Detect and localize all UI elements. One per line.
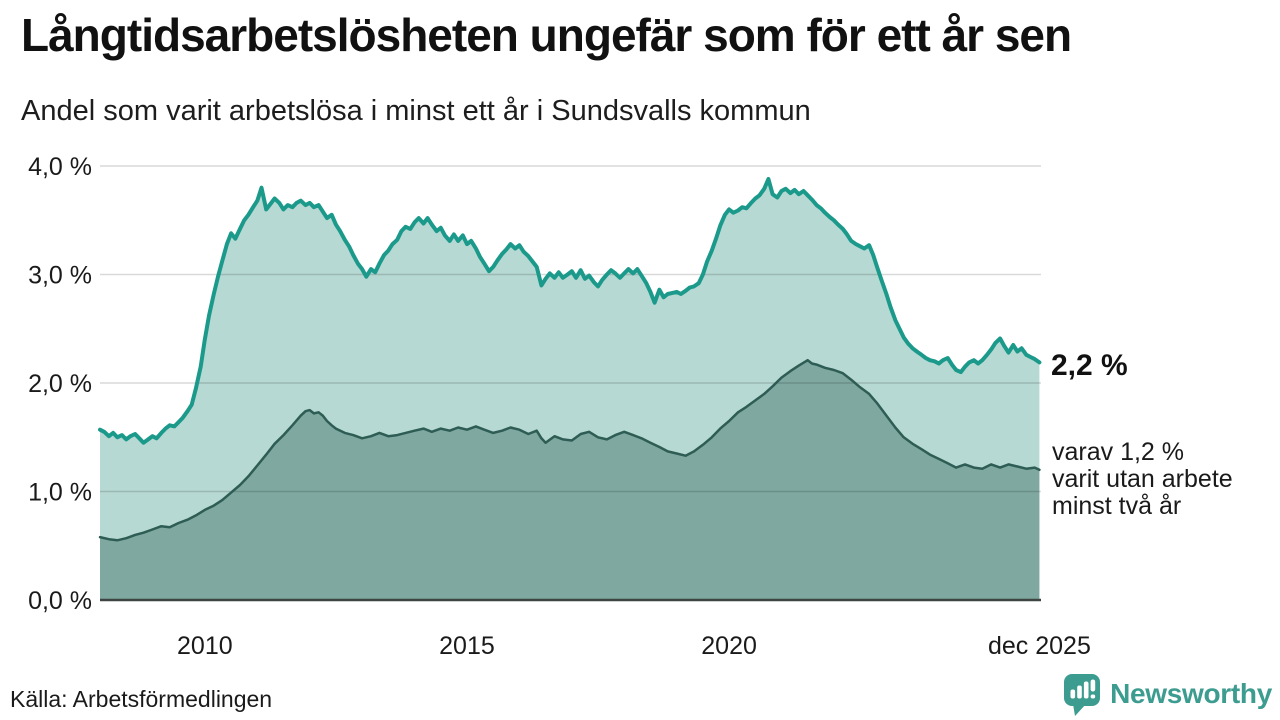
newsworthy-logo: Newsworthy <box>1062 672 1272 716</box>
line-total <box>98 177 1042 445</box>
newsworthy-wordmark: Newsworthy <box>1110 678 1272 709</box>
y-tick-label: 0,0 % <box>28 587 92 615</box>
y-tick-label: 2,0 % <box>28 370 92 398</box>
source-caption: Källa: Arbetsförmedlingen <box>10 686 273 712</box>
y-tick-label: 3,0 % <box>28 262 92 290</box>
annotation-line: minst två år <box>1052 492 1182 520</box>
y-tick-label: 4,0 % <box>28 153 92 181</box>
annotation-line: varav 1,2 % <box>1052 438 1185 466</box>
line-two-year <box>98 358 1041 542</box>
x-tick-label: dec 2025 <box>988 632 1091 660</box>
area-two-year <box>100 360 1040 600</box>
annotation-line: varit utan arbete <box>1052 465 1233 493</box>
two-year-annotation: varav 1,2 % varit utan arbete minst två … <box>1052 439 1233 520</box>
newsworthy-chart-bubble-icon <box>1064 674 1101 716</box>
y-tick-label: 1,0 % <box>28 479 92 507</box>
latest-value-label: 2,2 % <box>1051 349 1128 382</box>
chart-subtitle: Andel som varit arbetslösa i minst ett å… <box>21 95 811 127</box>
page-title: Långtidsarbetslösheten ungefär som för e… <box>21 9 1072 61</box>
x-tick-label: 2010 <box>177 632 233 660</box>
x-tick-label: 2020 <box>701 632 757 660</box>
x-tick-label: 2015 <box>439 632 495 660</box>
